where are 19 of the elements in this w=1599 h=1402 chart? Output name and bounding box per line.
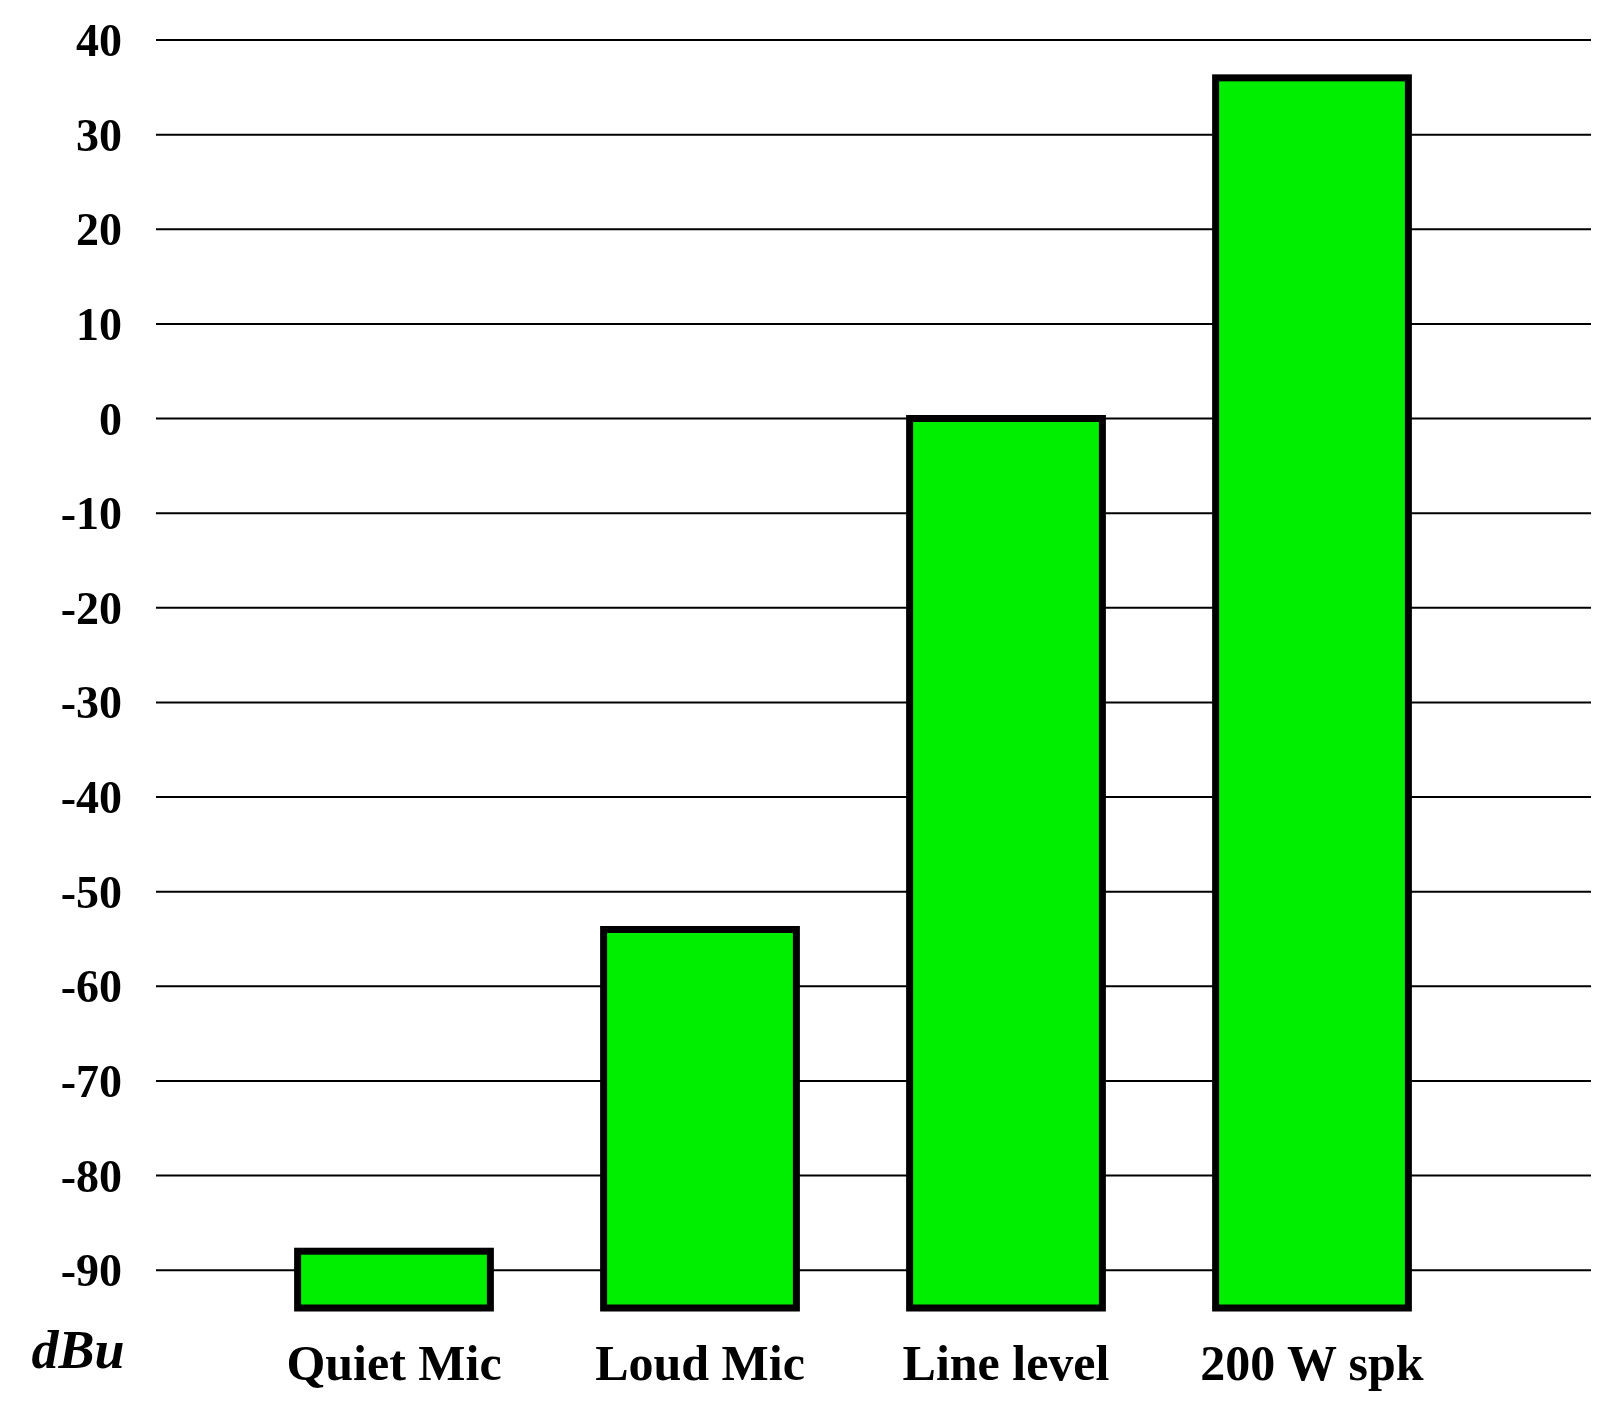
x-tick-label: Quiet Mic bbox=[286, 1335, 502, 1391]
y-tick-label: 10 bbox=[76, 298, 122, 350]
y-tick-label: 30 bbox=[76, 109, 122, 161]
y-tick-label: 0 bbox=[99, 393, 122, 445]
y-tick-label: 20 bbox=[76, 204, 122, 256]
y-tick-label: -40 bbox=[60, 772, 122, 824]
x-tick-label: Line level bbox=[902, 1335, 1110, 1391]
y-tick-label: -80 bbox=[60, 1150, 122, 1202]
x-tick-label: 200 W spk bbox=[1200, 1335, 1424, 1391]
x-tick-label: Loud Mic bbox=[595, 1335, 805, 1391]
y-tick-label: -90 bbox=[60, 1245, 122, 1297]
y-tick-label: 40 bbox=[76, 15, 122, 67]
y-tick-label: -10 bbox=[60, 488, 122, 540]
y-tick-label: -50 bbox=[60, 866, 122, 918]
y-tick-label: -60 bbox=[60, 961, 122, 1013]
y-tick-label: -70 bbox=[60, 1056, 122, 1107]
y-tick-label: -20 bbox=[60, 582, 122, 634]
y-axis-title: dBu bbox=[31, 1320, 125, 1380]
y-tick-label: -30 bbox=[60, 677, 122, 729]
